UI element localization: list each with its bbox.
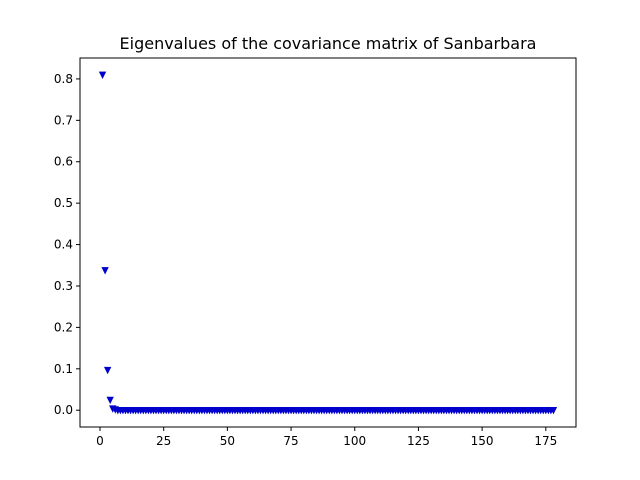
- y-tick-label: 0.5: [54, 196, 73, 210]
- data-point: [101, 267, 109, 275]
- y-tick-label: 0.7: [54, 113, 73, 127]
- x-tick-label: 100: [343, 434, 366, 448]
- y-tick-label: 0.2: [54, 320, 73, 334]
- x-tick-label: 175: [534, 434, 557, 448]
- x-tick-label: 50: [220, 434, 235, 448]
- x-tick-label: 0: [96, 434, 104, 448]
- data-point: [98, 71, 107, 79]
- y-axis: 0.0 0.1 0.2 0.3 0.4 0.5 0.6 0.7 0.8: [54, 72, 80, 417]
- x-axis: 0 25 50 75 100 125 150 175: [96, 427, 557, 448]
- y-tick-label: 0.6: [54, 155, 73, 169]
- x-tick-label: 25: [156, 434, 171, 448]
- chart-title: Eigenvalues of the covariance matrix of …: [120, 34, 537, 53]
- data-point: [106, 396, 114, 405]
- y-tick-label: 0.0: [54, 403, 73, 417]
- x-tick-label: 150: [471, 434, 494, 448]
- y-tick-label: 0.1: [54, 362, 73, 376]
- y-tick-label: 0.8: [54, 72, 73, 86]
- data-points: [98, 71, 558, 415]
- y-tick-label: 0.3: [54, 279, 73, 293]
- x-tick-label: 125: [407, 434, 430, 448]
- x-tick-label: 75: [283, 434, 298, 448]
- y-tick-label: 0.4: [54, 238, 73, 252]
- plot-frame: [79, 57, 577, 428]
- data-point: [103, 366, 112, 375]
- data-point: [549, 407, 558, 415]
